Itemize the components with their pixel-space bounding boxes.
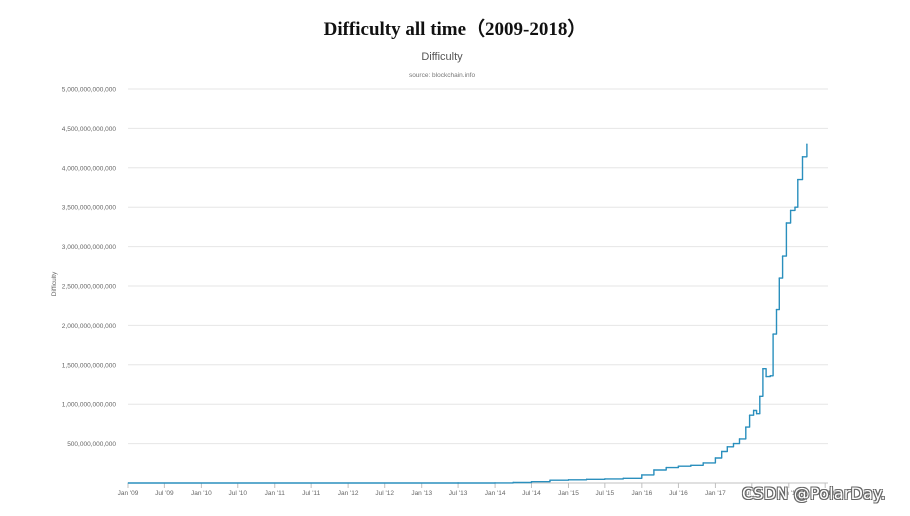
data-point [801, 156, 804, 158]
x-tick-label: Jan '12 [338, 490, 359, 497]
data-point [567, 479, 570, 481]
x-tick-label: Jul '17 [743, 490, 762, 497]
page-title: Difficulty all time（2009-2018） [323, 19, 587, 40]
data-point [806, 143, 808, 145]
data-point [769, 375, 771, 377]
data-point [494, 482, 496, 484]
data-point [789, 209, 792, 212]
data-point [702, 462, 704, 464]
chart-title: Difficulty [421, 51, 463, 63]
y-tick-label: 1,000,000,000,000 [62, 402, 117, 409]
chart-subtitle: source: blockchain.info [409, 72, 476, 79]
data-point [772, 333, 774, 335]
y-tick-label: 4,500,000,000,000 [62, 126, 117, 133]
x-tick-label: Jul '09 [155, 490, 174, 497]
x-tick-label: Jul '11 [302, 490, 320, 497]
data-point [585, 478, 588, 480]
watermark: CSDN @PolarDay. [742, 484, 886, 503]
y-tick-label: 5,000,000,000,000 [62, 87, 117, 94]
data-point [714, 457, 717, 459]
y-tick-label: 1,500,000,000,000 [62, 362, 117, 369]
data-point [765, 375, 767, 378]
x-tick-label: Jan '17 [705, 490, 726, 497]
x-tick-label: Jul '10 [228, 490, 247, 497]
data-point [530, 481, 533, 483]
data-point [457, 482, 459, 484]
x-tick-label: Jan '16 [631, 490, 652, 497]
data-point [622, 477, 624, 479]
data-point [778, 277, 780, 279]
y-axis-label: Difficulty [51, 271, 58, 296]
data-point [641, 474, 643, 476]
data-point [797, 178, 799, 181]
x-tick-label: Jan '09 [118, 490, 139, 497]
data-point [745, 426, 747, 428]
data-point [762, 368, 764, 370]
data-point [775, 308, 778, 311]
x-tick-label: Jan '13 [411, 490, 432, 497]
data-point [759, 395, 761, 397]
y-tick-label: 2,500,000,000,000 [62, 284, 117, 291]
data-point [512, 481, 514, 484]
x-tick-label: Jul '12 [375, 490, 394, 497]
data-point [752, 409, 755, 412]
data-point [677, 465, 680, 467]
data-point [732, 442, 735, 445]
data-point [721, 450, 723, 453]
data-point [690, 464, 692, 466]
y-tick-label: 4,000,000,000,000 [62, 165, 117, 172]
x-tick-label: Jul '15 [596, 490, 615, 497]
data-point [794, 206, 796, 208]
x-tick-label: Jul '13 [449, 490, 468, 497]
series-line [128, 144, 808, 484]
data-point [665, 466, 667, 469]
data-point [549, 479, 551, 481]
data-point [738, 438, 741, 440]
y-tick-label: 2,000,000,000,000 [62, 323, 117, 330]
x-tick-label: Jul '16 [669, 490, 688, 497]
x-tick-label: Jan '10 [191, 490, 212, 497]
data-point [755, 413, 758, 415]
x-tick-label: Jan '11 [265, 490, 286, 497]
x-tick-label: Jan '15 [558, 490, 579, 497]
y-tick-label: 3,500,000,000,000 [62, 205, 117, 212]
x-tick-label: Jan '14 [485, 490, 506, 497]
y-tick-label: 3,000,000,000,000 [62, 244, 117, 251]
data-point [127, 482, 130, 484]
x-tick-label: Jul '14 [522, 490, 541, 497]
y-tick-label: 500,000,000,000 [67, 441, 116, 448]
data-point [785, 222, 788, 224]
x-tick-label: Jul '18 [816, 490, 835, 497]
data-point [748, 414, 751, 416]
data-point [726, 446, 728, 448]
data-point [653, 469, 655, 471]
x-tick-label: Jan '18 [778, 490, 799, 497]
data-point [604, 478, 606, 480]
data-point [781, 255, 784, 257]
